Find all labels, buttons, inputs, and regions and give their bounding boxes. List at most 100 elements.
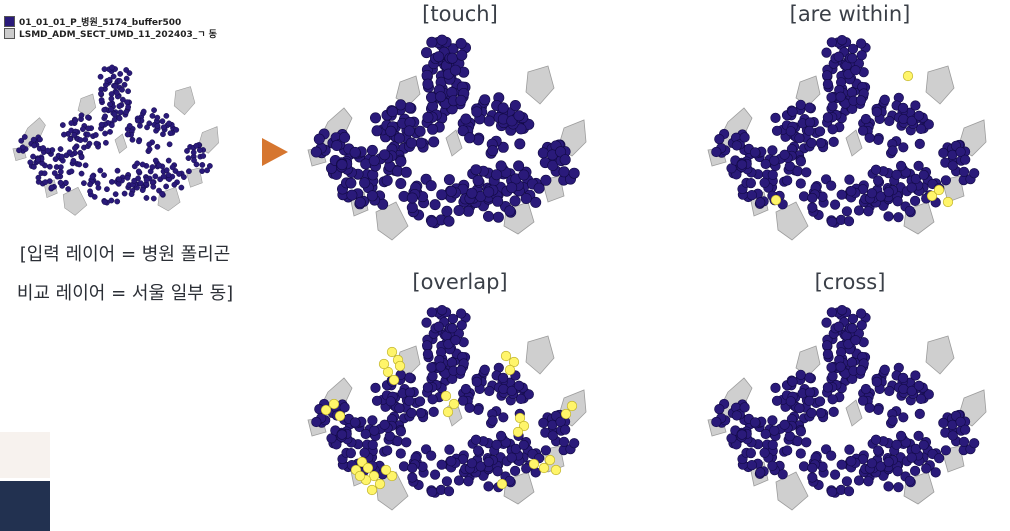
caption-input-layer: [입력 레이어 = 병원 폴리곤 (19, 244, 231, 265)
hospital-buffer-point (463, 476, 474, 487)
hospital-buffer-point (456, 49, 468, 61)
hospital-buffer-point (109, 64, 115, 71)
hospital-buffer-point (804, 125, 815, 136)
selected-point (334, 410, 346, 422)
hospital-buffer-point (428, 406, 439, 417)
hospital-buffer-point (110, 73, 117, 80)
hospital-buffer-point (446, 456, 457, 467)
hospital-buffer-point (484, 385, 495, 397)
hospital-buffer-point (27, 159, 34, 166)
hospital-buffer-point (856, 320, 867, 331)
hospital-buffer-point (149, 112, 156, 119)
hospital-buffer-point (891, 439, 902, 450)
hospital-buffer-point (947, 160, 958, 171)
hospital-buffer-point (206, 163, 213, 169)
hospital-buffer-point (815, 137, 826, 149)
hospital-buffer-point (407, 472, 418, 483)
hospital-buffer-point (915, 123, 926, 134)
hospital-buffer-point (204, 167, 211, 174)
hospital-buffer-point (108, 178, 115, 185)
hospital-buffer-point (121, 190, 128, 197)
hospital-buffer-point (779, 419, 790, 430)
hospital-buffer-point (30, 153, 36, 160)
hospital-buffer-point (826, 450, 837, 461)
hospital-buffer-point (81, 180, 87, 187)
hospital-buffer-point (513, 380, 525, 391)
hospital-buffer-point (116, 115, 123, 122)
hospital-buffer-point (569, 438, 580, 449)
hospital-buffer-point (843, 216, 855, 227)
hospital-buffer-point (98, 97, 105, 103)
hospital-buffer-point (855, 365, 867, 376)
hospital-buffer-point (119, 96, 126, 103)
hospital-buffer-point (171, 181, 178, 188)
hospital-buffer-point (836, 189, 847, 200)
hospital-buffer-point (856, 308, 867, 319)
hospital-buffer-point (807, 202, 818, 213)
hospital-buffer-point (958, 166, 970, 177)
selected-point (496, 478, 508, 490)
hospital-buffer-point (473, 445, 484, 456)
hospital-buffer-point (196, 147, 203, 154)
hospital-buffer-point (841, 206, 852, 217)
selected-point (560, 408, 572, 420)
district-polygon (525, 335, 555, 375)
hospital-buffer-point (102, 113, 108, 120)
hospital-buffer-point (151, 107, 157, 114)
hospital-buffer-point (159, 118, 166, 125)
hospital-buffer-point (79, 126, 86, 133)
hospital-buffer-point (367, 415, 378, 426)
hospital-buffer-point (479, 364, 490, 375)
hospital-buffer-point (779, 149, 790, 160)
hospital-buffer-point (426, 307, 437, 318)
hospital-buffer-point (422, 340, 433, 351)
hospital-buffer-point (184, 148, 190, 154)
hospital-buffer-point (108, 197, 115, 204)
hospital-buffer-point (159, 190, 166, 197)
hospital-buffer-point (370, 112, 382, 124)
hospital-buffer-point (98, 90, 104, 97)
hospital-buffer-point (457, 125, 469, 137)
hospital-buffer-point (134, 160, 141, 167)
district-polygon (525, 65, 555, 105)
hospital-buffer-point (116, 176, 122, 183)
hospital-buffer-point (510, 465, 521, 476)
hospital-buffer-point (156, 162, 163, 169)
hospital-buffer-point (883, 456, 894, 468)
hospital-buffer-point (427, 486, 438, 497)
hospital-buffer-point (759, 447, 770, 458)
hospital-buffer-point (436, 189, 448, 201)
hospital-buffer-point (558, 436, 570, 447)
hospital-buffer-point (969, 438, 980, 449)
hospital-buffer-point (366, 144, 378, 156)
hospital-buffer-point (769, 155, 780, 166)
hospital-buffer-point (42, 179, 49, 186)
hospital-buffer-point (57, 179, 64, 186)
hospital-buffer-point (71, 132, 78, 138)
hospital-buffer-point (72, 145, 78, 152)
hospital-buffer-point (331, 140, 343, 152)
district-polygon (795, 345, 821, 377)
hospital-buffer-point (533, 182, 545, 194)
selected-point (504, 364, 516, 376)
hospital-buffer-point (856, 50, 867, 61)
hospital-buffer-point (746, 460, 758, 471)
hospital-buffer-point (97, 167, 104, 174)
hospital-buffer-point (782, 445, 793, 456)
hospital-buffer-point (31, 142, 38, 149)
hospital-buffer-point (483, 456, 494, 468)
hospital-buffer-point (21, 134, 28, 140)
hospital-buffer-point (749, 417, 761, 428)
hospital-buffer-point (898, 383, 909, 395)
selected-point (386, 346, 398, 358)
hospital-buffer-point (421, 317, 432, 328)
hospital-buffer-point (98, 121, 105, 128)
hospital-buffer-point (760, 158, 771, 170)
hospital-buffer-point (856, 38, 867, 49)
hospital-buffer-point (379, 149, 391, 161)
hospital-buffer-point (124, 131, 131, 138)
hospital-buffer-point (460, 113, 472, 125)
hospital-buffer-point (910, 100, 921, 111)
hospital-buffer-point (78, 170, 85, 177)
hospital-buffer-point (114, 198, 121, 205)
